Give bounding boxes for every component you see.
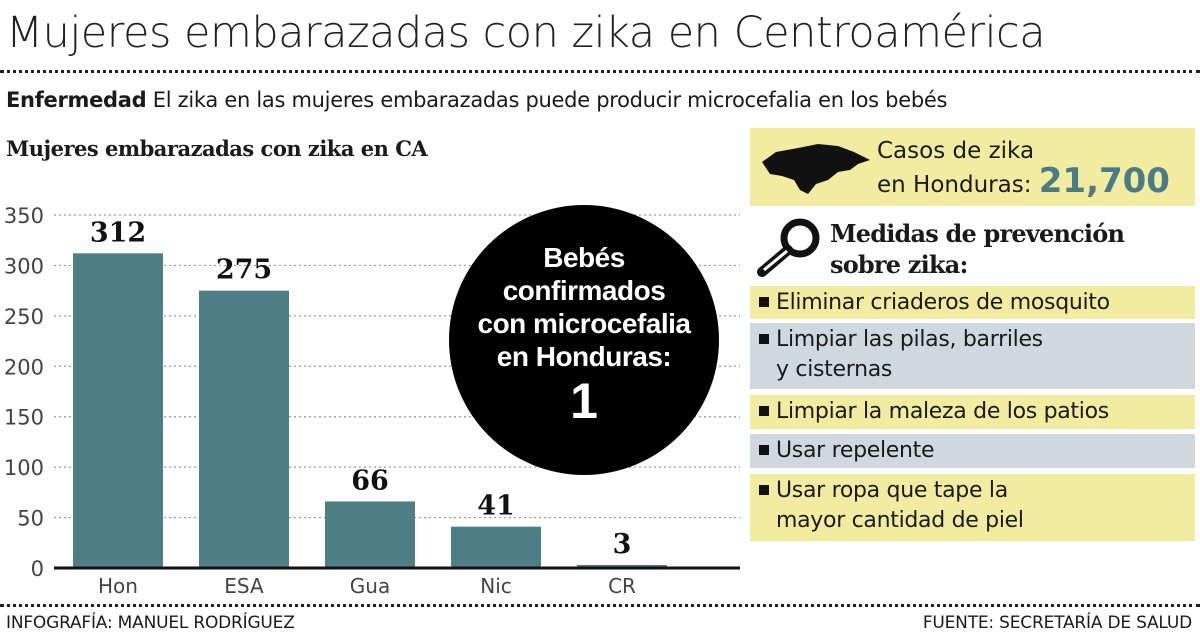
page-title: Mujeres embarazadas con zika en Centroam… xyxy=(6,8,1046,58)
honduras-map-icon xyxy=(762,144,870,194)
subtitle-label: Enfermedad xyxy=(6,88,147,112)
item-text: Eliminar criaderos de mosquito xyxy=(776,290,1110,315)
data-label: 66 xyxy=(351,465,389,496)
bar-ESA xyxy=(199,290,289,568)
y-tick-label: 200 xyxy=(4,355,44,379)
credit: INFOGRAFÍA: MANUEL RODRÍGUEZ xyxy=(6,613,295,633)
callout-line: Bebés xyxy=(543,242,625,273)
subtitle: Enfermedad El zika en las mujeres embara… xyxy=(6,88,947,112)
y-tick-label: 0 xyxy=(31,557,44,581)
prevention-item: Limpiar las pilas, barriles y cisternas xyxy=(750,323,1195,389)
item-text: Usar ropa que tape la xyxy=(776,478,1008,503)
data-label: 41 xyxy=(477,491,515,522)
callout-line: con microcefalia xyxy=(477,308,691,339)
prevention-item: Eliminar criaderos de mosquito xyxy=(750,286,1195,319)
item-text: mayor cantidad de piel xyxy=(776,508,1024,533)
bar-CR xyxy=(577,564,667,568)
prevention-title-line: Medidas de prevención xyxy=(830,219,1125,248)
cases-box: Casos de zika en Honduras: 21,700 xyxy=(750,128,1195,206)
bullet-icon xyxy=(759,445,769,455)
chart-title: Mujeres embarazadas con zika en CA xyxy=(6,136,428,161)
source: FUENTE: SECRETARÍA DE SALUD xyxy=(922,613,1192,633)
callout-line: confirmados xyxy=(502,275,666,306)
item-text: Limpiar las pilas, barriles xyxy=(776,327,1043,352)
x-tick-label: ESA xyxy=(224,574,264,598)
x-tick-label: Hon xyxy=(98,574,138,598)
subtitle-text: El zika en las mujeres embarazadas puede… xyxy=(152,88,948,112)
x-tick-label: CR xyxy=(608,574,636,598)
item-text: y cisternas xyxy=(776,357,893,382)
y-tick-label: 250 xyxy=(4,305,44,329)
microcephaly-callout: Bebés confirmados con microcefalia en Ho… xyxy=(449,205,719,475)
y-tick-label: 150 xyxy=(4,406,44,430)
cases-value: 21,700 xyxy=(1038,161,1170,201)
item-text: Limpiar la maleza de los patios xyxy=(776,399,1109,424)
bar-Gua xyxy=(325,501,415,568)
prevention-item: Usar repelente xyxy=(750,434,1195,468)
callout-value: 1 xyxy=(570,373,598,429)
bullet-icon xyxy=(759,334,769,344)
prevention-title: Medidas de prevención sobre zika: xyxy=(830,218,1125,280)
bar-Nic xyxy=(451,526,541,568)
y-tick-label: 50 xyxy=(17,507,44,531)
cases-line2: en Honduras: xyxy=(877,172,1032,198)
divider xyxy=(0,604,1200,607)
data-label: 312 xyxy=(90,217,146,248)
divider xyxy=(0,70,1200,73)
prevention-title-line: sobre zika: xyxy=(830,250,968,279)
y-tick-label: 100 xyxy=(4,456,44,480)
callout-line: en Honduras: xyxy=(496,341,672,372)
prevention-item: Usar ropa que tape la mayor cantidad de p… xyxy=(750,474,1195,541)
bullet-icon xyxy=(759,406,769,416)
prevention-item: Limpiar la maleza de los patios xyxy=(750,395,1195,429)
x-tick-label: Nic xyxy=(480,574,512,598)
data-label: 3 xyxy=(613,529,632,560)
x-tick-label: Gua xyxy=(350,574,390,598)
bullet-icon xyxy=(759,297,769,307)
magnifier-icon xyxy=(757,218,820,277)
bar-Hon xyxy=(73,253,163,568)
cases-line1: Casos de zika xyxy=(877,138,1035,164)
y-tick-label: 350 xyxy=(4,204,44,228)
data-label: 275 xyxy=(216,255,272,286)
y-tick-label: 300 xyxy=(4,254,44,278)
bullet-icon xyxy=(759,485,769,495)
item-text: Usar repelente xyxy=(776,438,935,463)
